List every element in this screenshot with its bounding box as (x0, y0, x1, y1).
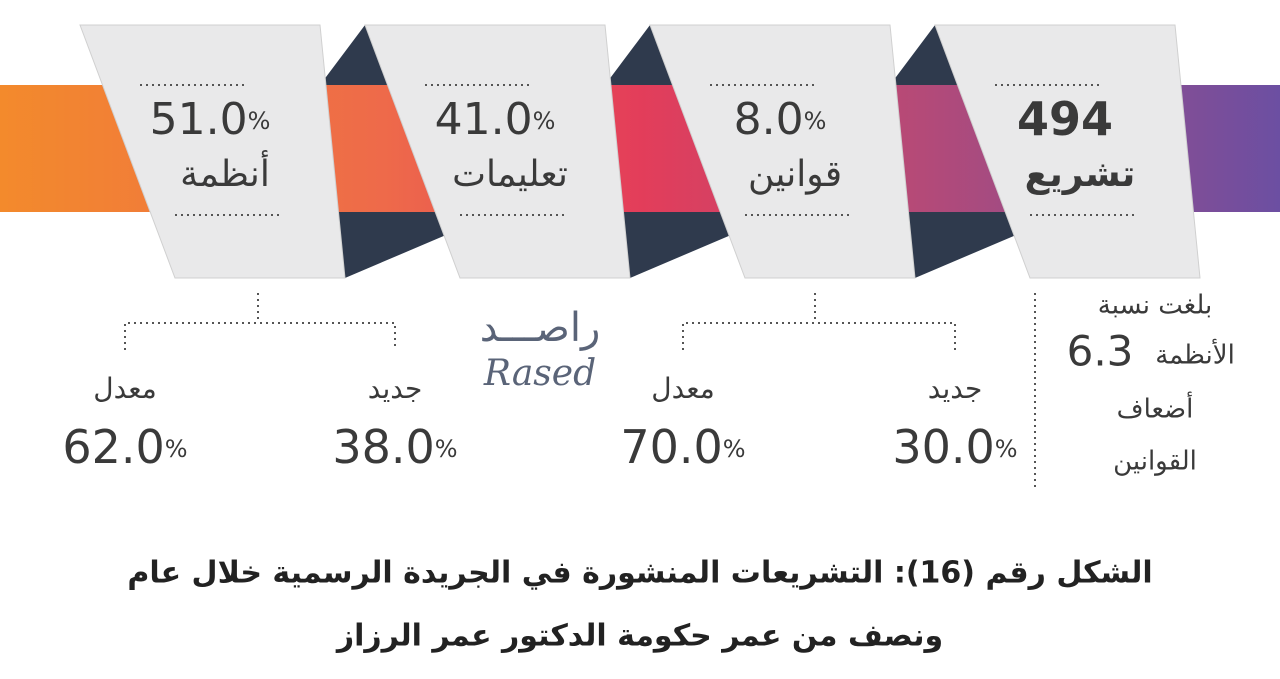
unit: % (248, 107, 271, 135)
panel-value: 494 (1017, 92, 1113, 146)
unit: % (804, 107, 827, 135)
panel-value: 51.0% (150, 94, 271, 145)
value: 70.0 (620, 420, 722, 474)
unit: % (995, 435, 1018, 463)
unit: % (533, 107, 556, 135)
breakdown-value: 70.0% (620, 420, 745, 474)
unit: % (723, 435, 746, 463)
panel-label: تشريع (1025, 154, 1136, 195)
breakdown-label: جديد (368, 372, 423, 405)
breakdown-label: معدل (651, 372, 715, 405)
value: 494 (1017, 92, 1113, 146)
bracket (124, 293, 396, 350)
note-text: القوانين (1113, 447, 1197, 477)
value: 62.0 (62, 420, 164, 474)
caption: الشكل رقم (16): التشريعات المنشورة في ال… (127, 556, 1152, 591)
panel-label: قوانين (748, 154, 842, 195)
value: 30.0 (892, 420, 994, 474)
caption: ونصف من عمر حكومة الدكتور عمر الرزاز (335, 619, 943, 654)
bracket (682, 293, 956, 350)
note-text: الأنظمة (1155, 338, 1235, 371)
fold-shadow (890, 25, 970, 85)
breakdown-value: 38.0% (332, 420, 457, 474)
unit: % (165, 435, 188, 463)
value: 38.0 (332, 420, 434, 474)
panel-label: أنظمة (180, 150, 270, 195)
breakdown-label: معدل (93, 372, 157, 405)
value: 41.0 (435, 94, 533, 145)
fold-shadow (605, 25, 685, 85)
breakdown-label: جديد (928, 372, 983, 405)
note-text: بلغت نسبة (1098, 291, 1212, 321)
note-text: أضعاف (1117, 391, 1194, 425)
logo-arabic: راصـــد (480, 305, 601, 351)
fold-shadow (320, 25, 400, 85)
breakdown-value: 62.0% (62, 420, 187, 474)
note-number: 6.3 (1067, 327, 1134, 376)
unit: % (435, 435, 458, 463)
value: 51.0 (150, 94, 248, 145)
value: 8.0 (734, 94, 804, 145)
panel-value: 41.0% (435, 94, 556, 145)
panel-label: تعليمات (452, 154, 568, 195)
panel-value: 8.0% (734, 94, 827, 145)
logo-latin: Rased (483, 353, 596, 394)
breakdown-value: 30.0% (892, 420, 1017, 474)
